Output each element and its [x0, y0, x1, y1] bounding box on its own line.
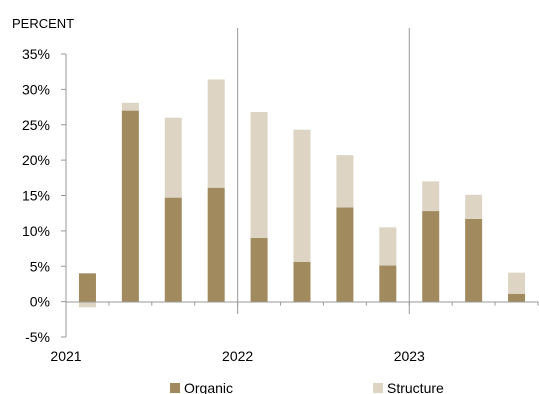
x-year-label: 2023: [394, 348, 425, 364]
legend-swatch-structure: [373, 383, 383, 393]
x-year-label: 2022: [222, 348, 253, 364]
bar-organic: [508, 293, 526, 302]
year-separators: [237, 28, 410, 314]
bar-organic: [78, 273, 96, 302]
y-tick-label: 25%: [22, 117, 50, 133]
y-tick-label: 10%: [22, 223, 50, 239]
bars: [78, 79, 539, 308]
bar-organic: [207, 187, 225, 302]
legend-label-organic: Organic: [184, 380, 233, 394]
y-tick-label: 0%: [30, 294, 50, 310]
bar-organic: [293, 262, 311, 302]
bar-organic: [164, 197, 182, 302]
bar-organic: [336, 207, 354, 302]
bar-organic: [121, 110, 139, 302]
y-tick-label: -5%: [25, 329, 50, 345]
x-year-label: 2021: [50, 348, 81, 364]
y-tick-label: 5%: [30, 258, 50, 274]
bar-organic: [379, 265, 397, 302]
y-tick-label: 20%: [22, 152, 50, 168]
legend: Organic Structure: [170, 380, 444, 394]
bar-structure: [336, 155, 354, 208]
y-tick-label: 30%: [22, 81, 50, 97]
y-axis: -5% 0% 5% 10% 15% 20% 25% 30% 35%: [22, 46, 67, 345]
bar-structure: [422, 181, 440, 212]
bar-structure: [293, 129, 311, 263]
bar-organic: [465, 218, 483, 302]
bar-structure: [78, 301, 96, 308]
bar-structure: [121, 102, 139, 111]
bar-structure: [164, 117, 182, 198]
x-axis-year-labels: 2021 2022 2023: [50, 348, 425, 364]
y-tick-label: 15%: [22, 188, 50, 204]
bar-organic: [422, 211, 440, 302]
bar-structure: [465, 194, 483, 219]
bar-structure: [379, 227, 397, 266]
legend-label-structure: Structure: [387, 380, 444, 394]
y-tick-label: 35%: [22, 46, 50, 62]
legend-swatch-organic: [170, 383, 180, 393]
bar-structure: [207, 79, 225, 188]
bar-structure: [508, 272, 526, 294]
bar-structure: [250, 112, 268, 238]
bar-organic: [250, 237, 268, 302]
unit-label: PERCENT: [12, 16, 74, 31]
